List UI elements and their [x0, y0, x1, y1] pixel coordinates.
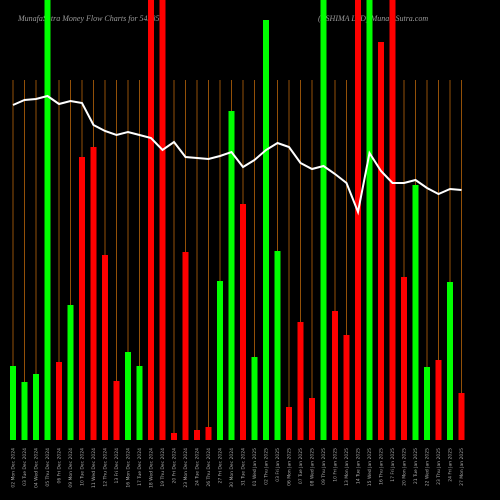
x-tick-label: 03 Tue Dec 2024 — [22, 448, 28, 486]
x-tick-label: 31 Tue Dec 2024 — [241, 448, 247, 486]
bar — [10, 366, 16, 440]
bar — [378, 42, 384, 440]
x-tick-label: 06 Fri Dec 2024 — [57, 448, 63, 484]
bar — [251, 357, 258, 440]
x-tick-label: 03 Fri Jan 2025 — [275, 448, 281, 482]
x-tick-label: 11 Wed Dec 2024 — [91, 448, 97, 488]
x-tick-label: 27 Mon Jan 2025 — [459, 448, 465, 486]
x-tick-label: 24 Fri Jan 2025 — [448, 448, 454, 482]
bar — [217, 281, 223, 440]
x-tick-label: 13 Fri Dec 2024 — [114, 448, 120, 484]
x-tick-label: 26 Thu Dec 2024 — [206, 448, 212, 487]
bar — [458, 393, 465, 440]
x-tick-label: 14 Tue Jan 2025 — [356, 448, 362, 484]
bar — [56, 362, 62, 440]
bar — [113, 381, 120, 440]
bar — [79, 157, 85, 440]
bar — [435, 360, 442, 440]
x-tick-label: 18 Wed Dec 2024 — [149, 448, 155, 488]
x-tick-label: 23 Thu Jan 2025 — [436, 448, 442, 485]
x-tick-label: 22 Wed Jan 2025 — [425, 448, 431, 486]
bar — [424, 367, 430, 440]
bar — [21, 382, 28, 440]
bar — [389, 0, 396, 440]
x-tick-label: 05 Thu Dec 2024 — [45, 448, 51, 487]
bar — [320, 0, 327, 440]
x-tick-label: 21 Tue Jan 2025 — [413, 448, 419, 484]
bar — [205, 427, 212, 440]
x-tick-label: 09 Thu Jan 2025 — [321, 448, 327, 485]
bar — [67, 305, 74, 440]
bar — [125, 352, 131, 440]
bar — [309, 398, 315, 440]
x-tick-label: 04 Wed Dec 2024 — [34, 448, 40, 488]
x-tick-label: 20 Fri Dec 2024 — [172, 448, 178, 484]
x-tick-label: 02 Mon Dec 2024 — [11, 448, 17, 488]
x-tick-label: 23 Mon Dec 2024 — [183, 448, 189, 488]
x-tick-label: 09 Mon Dec 2024 — [68, 448, 74, 488]
bar — [228, 111, 235, 440]
x-tick-label: 17 Tue Dec 2024 — [137, 448, 143, 486]
x-tick-label: 08 Wed Jan 2025 — [310, 448, 316, 486]
chart-subtitle: (ASHIMA LTD) MunafaSutra.com — [318, 14, 428, 23]
bar — [194, 430, 200, 440]
bar — [102, 255, 108, 440]
x-tick-label: 19 Thu Dec 2024 — [160, 448, 166, 487]
x-tick-label: 13 Mon Jan 2025 — [344, 448, 350, 486]
x-tick-label: 16 Mon Dec 2024 — [126, 448, 132, 488]
x-tick-label: 01 Wed Jan 2025 — [252, 448, 258, 486]
bar — [240, 204, 246, 440]
chart-title: MunafaSutra Money Flow Charts for 542856 — [17, 14, 164, 23]
bar — [182, 252, 189, 440]
bar — [90, 147, 97, 440]
bar — [148, 0, 154, 440]
x-tick-label: 02 Thu Jan 2025 — [264, 448, 270, 485]
x-tick-label: 24 Tue Dec 2024 — [195, 448, 201, 486]
x-tick-label: 30 Mon Dec 2024 — [229, 448, 235, 488]
bar — [366, 0, 373, 440]
bar — [44, 0, 51, 440]
x-tick-label: 20 Mon Jan 2025 — [402, 448, 408, 486]
bar — [401, 277, 407, 440]
bar — [286, 407, 292, 440]
x-tick-label: 06 Mon Jan 2025 — [287, 448, 293, 486]
bar — [332, 311, 338, 440]
x-tick-label: 12 Thu Dec 2024 — [103, 448, 109, 487]
bar — [159, 0, 166, 440]
line — [12, 94, 462, 216]
bar — [263, 20, 269, 440]
x-tick-label: 16 Thu Jan 2025 — [379, 448, 385, 485]
bar — [274, 251, 281, 440]
x-tick-label: 07 Tue Jan 2025 — [298, 448, 304, 484]
bar — [343, 335, 350, 440]
bar — [171, 433, 177, 440]
x-tick-label: 10 Fri Jan 2025 — [333, 448, 339, 482]
bar — [447, 282, 453, 440]
bar — [33, 374, 39, 440]
x-tick-label: 17 Fri Jan 2025 — [390, 448, 396, 482]
bar — [297, 322, 304, 440]
x-tick-label: 27 Fri Dec 2024 — [218, 448, 224, 484]
bar — [136, 366, 143, 440]
x-tick-label: 15 Wed Jan 2025 — [367, 448, 373, 486]
bar — [355, 0, 361, 440]
bar — [412, 185, 419, 440]
x-tick-label: 10 Tue Dec 2024 — [80, 448, 86, 486]
